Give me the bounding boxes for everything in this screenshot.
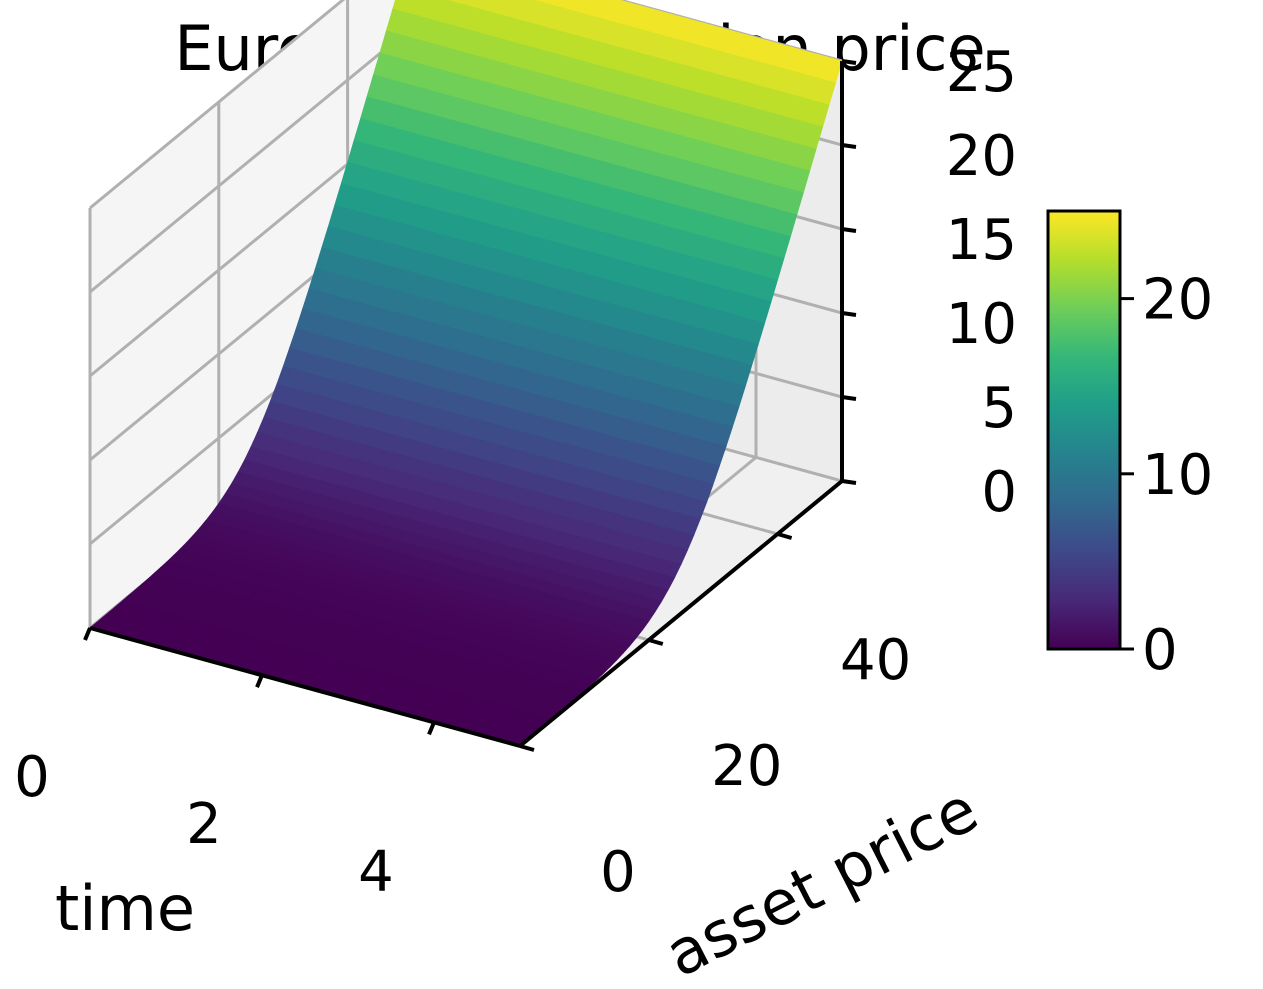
y-axis-line [518, 479, 844, 748]
z-tick [841, 479, 857, 485]
y-tick-label: 40 [840, 628, 911, 693]
z-tick-label: 0 [981, 460, 1017, 525]
z-tick [841, 311, 857, 317]
x-axis-label: time [55, 872, 195, 945]
y-tick [519, 744, 535, 752]
gridline-z-left [89, 25, 413, 294]
colorbar-tick-label: 10 [1142, 443, 1213, 508]
z-tick [841, 227, 857, 233]
x-tick [255, 674, 264, 688]
x-tick [83, 627, 92, 641]
y-tick [648, 638, 664, 646]
z-tick [841, 59, 857, 65]
z-tick-label: 25 [946, 40, 1017, 105]
x-axis-line [89, 626, 521, 748]
z-tick-label: 5 [981, 376, 1017, 441]
option-price-surface [89, 0, 843, 747]
x-tick-label: 2 [186, 792, 222, 857]
colorbar: 0 10 20 [1046, 209, 1213, 683]
colorbar-tick-label: 20 [1142, 268, 1213, 333]
colorbar-tick-label: 0 [1142, 618, 1178, 683]
x-tick [427, 721, 436, 736]
z-tick-label: 20 [946, 124, 1017, 189]
z-tick-label: 10 [946, 292, 1017, 357]
z-tick-label: 15 [946, 208, 1017, 273]
colorbar-gradient [1046, 209, 1122, 651]
axis-lines [83, 59, 857, 752]
z-tick [841, 395, 857, 401]
gridline-z-left [89, 0, 346, 210]
y-tick-label: 0 [600, 840, 636, 905]
y-tick [777, 532, 793, 540]
x-tick-label: 0 [14, 745, 50, 810]
y-axis-label: asset price [654, 772, 989, 989]
y-tick-label: 20 [711, 734, 782, 799]
x-tick-label: 4 [358, 839, 394, 904]
z-tick [841, 143, 857, 149]
